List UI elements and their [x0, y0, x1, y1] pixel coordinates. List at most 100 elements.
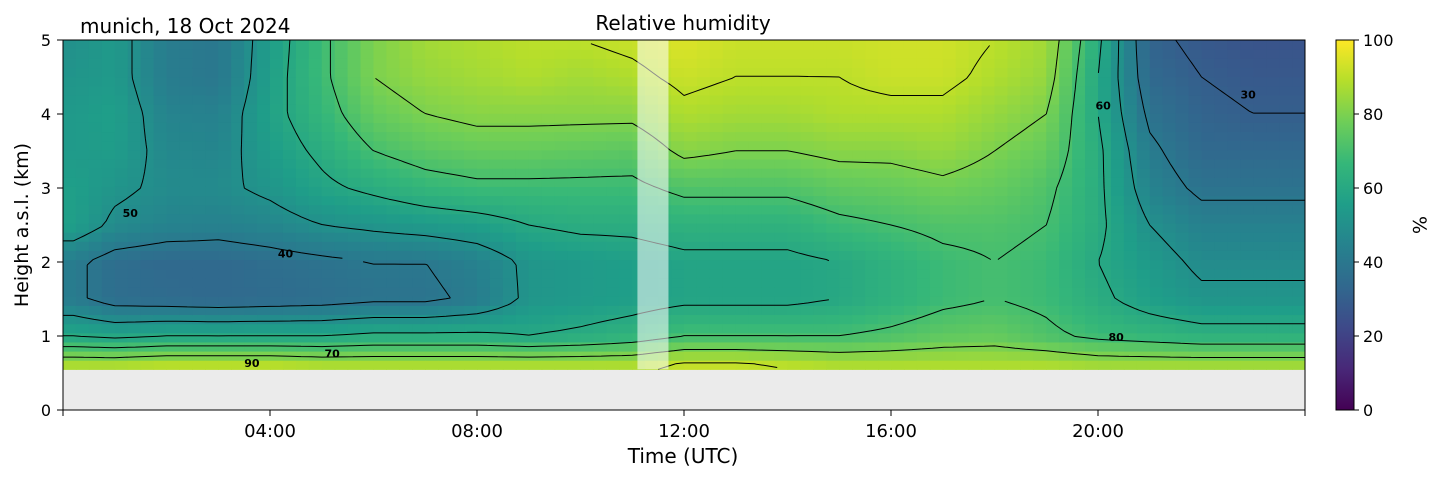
heatmap-cell — [244, 140, 258, 151]
heatmap-cell — [101, 158, 116, 169]
heatmap-cell — [865, 186, 879, 197]
heatmap-cell — [839, 305, 853, 316]
heatmap-cell — [1085, 360, 1099, 370]
heatmap-cell — [1253, 186, 1267, 197]
heatmap-cell — [567, 76, 582, 87]
heatmap-cell — [580, 268, 595, 279]
heatmap-cell — [515, 213, 530, 224]
heatmap-cell — [425, 351, 439, 361]
heatmap-cell — [541, 351, 556, 361]
heatmap-cell — [1201, 40, 1216, 50]
heatmap-cell — [1007, 149, 1021, 160]
heatmap-cell — [127, 85, 142, 96]
heatmap-cell — [891, 250, 905, 261]
heatmap-cell — [88, 241, 103, 251]
heatmap-cell — [891, 49, 905, 59]
x-tick-label: 08:00 — [451, 421, 503, 442]
heatmap-cell — [244, 76, 258, 87]
heatmap-cell — [968, 222, 983, 233]
heatmap-cell — [813, 213, 827, 224]
heatmap-cell — [580, 241, 595, 251]
contour-label: 30 — [1240, 89, 1256, 102]
heatmap-cell — [942, 158, 957, 169]
heatmap-cell — [140, 140, 155, 151]
heatmap-cell — [451, 149, 465, 160]
heatmap-cell — [347, 104, 362, 114]
heatmap-cell — [477, 314, 491, 325]
heatmap-cell — [865, 40, 879, 50]
heatmap-cell — [1149, 286, 1164, 297]
heatmap-cell — [179, 67, 193, 78]
heatmap-cell — [1123, 140, 1138, 151]
heatmap-cell — [101, 250, 116, 261]
heatmap-cell — [399, 67, 413, 78]
heatmap-cell — [606, 113, 620, 123]
heatmap-cell — [528, 104, 543, 114]
heatmap-cell — [813, 168, 827, 178]
heatmap-cell — [244, 168, 258, 178]
heatmap-cell — [347, 158, 362, 169]
heatmap-cell — [360, 241, 375, 251]
heatmap-cell — [1110, 213, 1125, 224]
heatmap-cell — [1033, 213, 1047, 224]
heatmap-cell — [321, 94, 336, 105]
heatmap-cell — [671, 268, 685, 279]
heatmap-cell — [88, 195, 103, 206]
heatmap-cell — [502, 323, 517, 334]
heatmap-cell — [852, 140, 866, 151]
heatmap-cell — [1085, 122, 1099, 133]
contour-40 — [86, 40, 1305, 308]
heatmap-cell — [321, 158, 336, 169]
heatmap-cell — [1175, 332, 1190, 343]
heatmap-cell — [942, 268, 957, 279]
heatmap-cell — [981, 94, 996, 105]
heatmap-cell — [696, 94, 711, 105]
heatmap-cell — [1020, 286, 1034, 297]
heatmap-cell — [787, 360, 802, 370]
heatmap-cell — [140, 195, 155, 206]
heatmap-cell — [75, 259, 90, 270]
heatmap-cell — [735, 213, 750, 224]
heatmap-cell — [891, 259, 905, 270]
heatmap-cell — [257, 213, 271, 224]
heatmap-cell — [88, 259, 103, 270]
heatmap-cell — [787, 341, 802, 352]
heatmap-cell — [968, 241, 983, 251]
heatmap-cell — [1098, 67, 1112, 78]
heatmap-cell — [787, 58, 802, 69]
heatmap-cell — [321, 113, 336, 123]
heatmap-cell — [774, 168, 789, 178]
heatmap-cell — [800, 49, 814, 59]
heatmap-cell — [761, 332, 776, 343]
heatmap-cell — [477, 222, 491, 233]
heatmap-cell — [347, 131, 362, 142]
heatmap-cell — [528, 232, 543, 242]
heatmap-cell — [425, 122, 439, 133]
heatmap-cell — [153, 332, 168, 343]
heatmap-cell — [580, 314, 595, 325]
heatmap-cell — [735, 104, 750, 114]
heatmap-cell — [916, 286, 931, 297]
heatmap-cell — [451, 104, 465, 114]
heatmap-cell — [1292, 241, 1305, 251]
heatmap-cell — [438, 250, 452, 261]
heatmap-cell — [477, 277, 491, 288]
heatmap-cell — [438, 40, 452, 50]
heatmap-cell — [1214, 241, 1228, 251]
heatmap-cell — [903, 177, 918, 187]
heatmap-cell — [218, 177, 232, 187]
heatmap-cell — [101, 131, 116, 142]
heatmap-cell — [1123, 58, 1138, 69]
heatmap-cell — [1292, 259, 1305, 270]
heatmap-cell — [1098, 131, 1112, 142]
heatmap-cell — [282, 277, 297, 288]
heatmap-cell — [1201, 85, 1216, 96]
heatmap-cell — [179, 149, 193, 160]
heatmap-cell — [308, 76, 323, 87]
heatmap-cell — [955, 58, 970, 69]
heatmap-cell — [891, 67, 905, 78]
heatmap-cell — [878, 286, 892, 297]
heatmap-cell — [1123, 241, 1138, 251]
heatmap-cell — [528, 213, 543, 224]
heatmap-cell — [1110, 85, 1125, 96]
